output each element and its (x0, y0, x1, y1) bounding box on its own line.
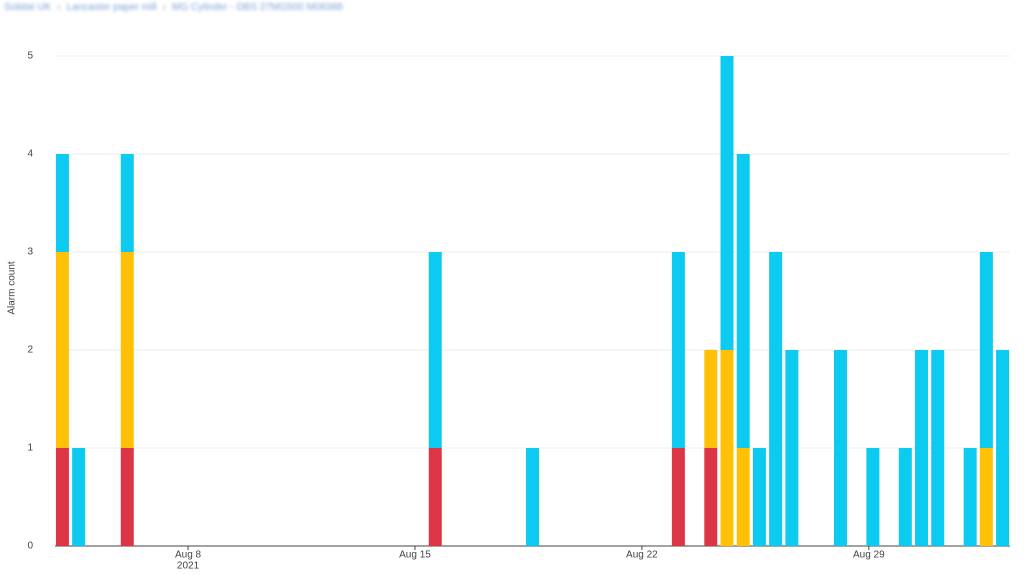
x-tick-label: Aug 22 (626, 550, 658, 561)
bar-segment (996, 350, 1010, 546)
bar-segment (898, 448, 912, 546)
bar-segment (979, 252, 993, 448)
bar-segment (526, 448, 539, 546)
bar-segment (428, 252, 442, 448)
bar-segment (979, 448, 993, 546)
bar-segment (720, 56, 734, 350)
bar-segment (120, 448, 134, 546)
y-tick-label: 4 (27, 149, 33, 160)
bar-segment (752, 448, 766, 546)
bar-segment (769, 252, 783, 546)
y-tick-label: 0 (27, 541, 33, 552)
bar-segment (120, 154, 134, 252)
y-axis-label: Alarm count (7, 261, 18, 315)
bar-segment (833, 350, 847, 546)
bar-segment (915, 350, 929, 546)
bar-segment (55, 154, 69, 252)
y-tick-label: 5 (27, 51, 33, 62)
y-tick-label: 3 (27, 247, 33, 258)
y-tick-label: 2 (27, 345, 33, 356)
bar-segment (736, 448, 750, 546)
bar-segment (736, 154, 750, 448)
bar-segment (704, 448, 718, 546)
breadcrumb-item[interactable]: Lancaster paper mill (66, 2, 157, 13)
bar-segment (785, 350, 799, 546)
bar-segment (55, 252, 69, 448)
breadcrumb-item[interactable]: Solidat UK (4, 2, 52, 13)
breadcrumb: Solidat UK › Lancaster paper mill › MG Cylin… (4, 2, 343, 13)
bar-segment (55, 448, 69, 546)
bar-segment (671, 252, 685, 448)
bar-segment (931, 350, 945, 546)
bar-segment (866, 448, 880, 546)
x-tick-label: Aug 15 (399, 550, 431, 561)
separator: › (162, 2, 166, 13)
bar-segment (963, 448, 977, 546)
bar-segment (72, 448, 86, 546)
bar-segment (704, 350, 718, 448)
bar-segment (720, 350, 734, 546)
bar-segment (671, 448, 685, 546)
separator: › (57, 2, 61, 13)
x-tick-label: Aug 8 (175, 550, 202, 561)
breadcrumb-item[interactable]: MG Cylinder - DBS 27MG500 M08388 (171, 2, 343, 13)
bar-segment (428, 448, 442, 546)
bar-segment (120, 252, 134, 448)
x-tick-label: Aug 29 (853, 550, 885, 561)
x-tick-label: 2021 (177, 561, 200, 572)
y-tick-label: 1 (27, 443, 33, 454)
